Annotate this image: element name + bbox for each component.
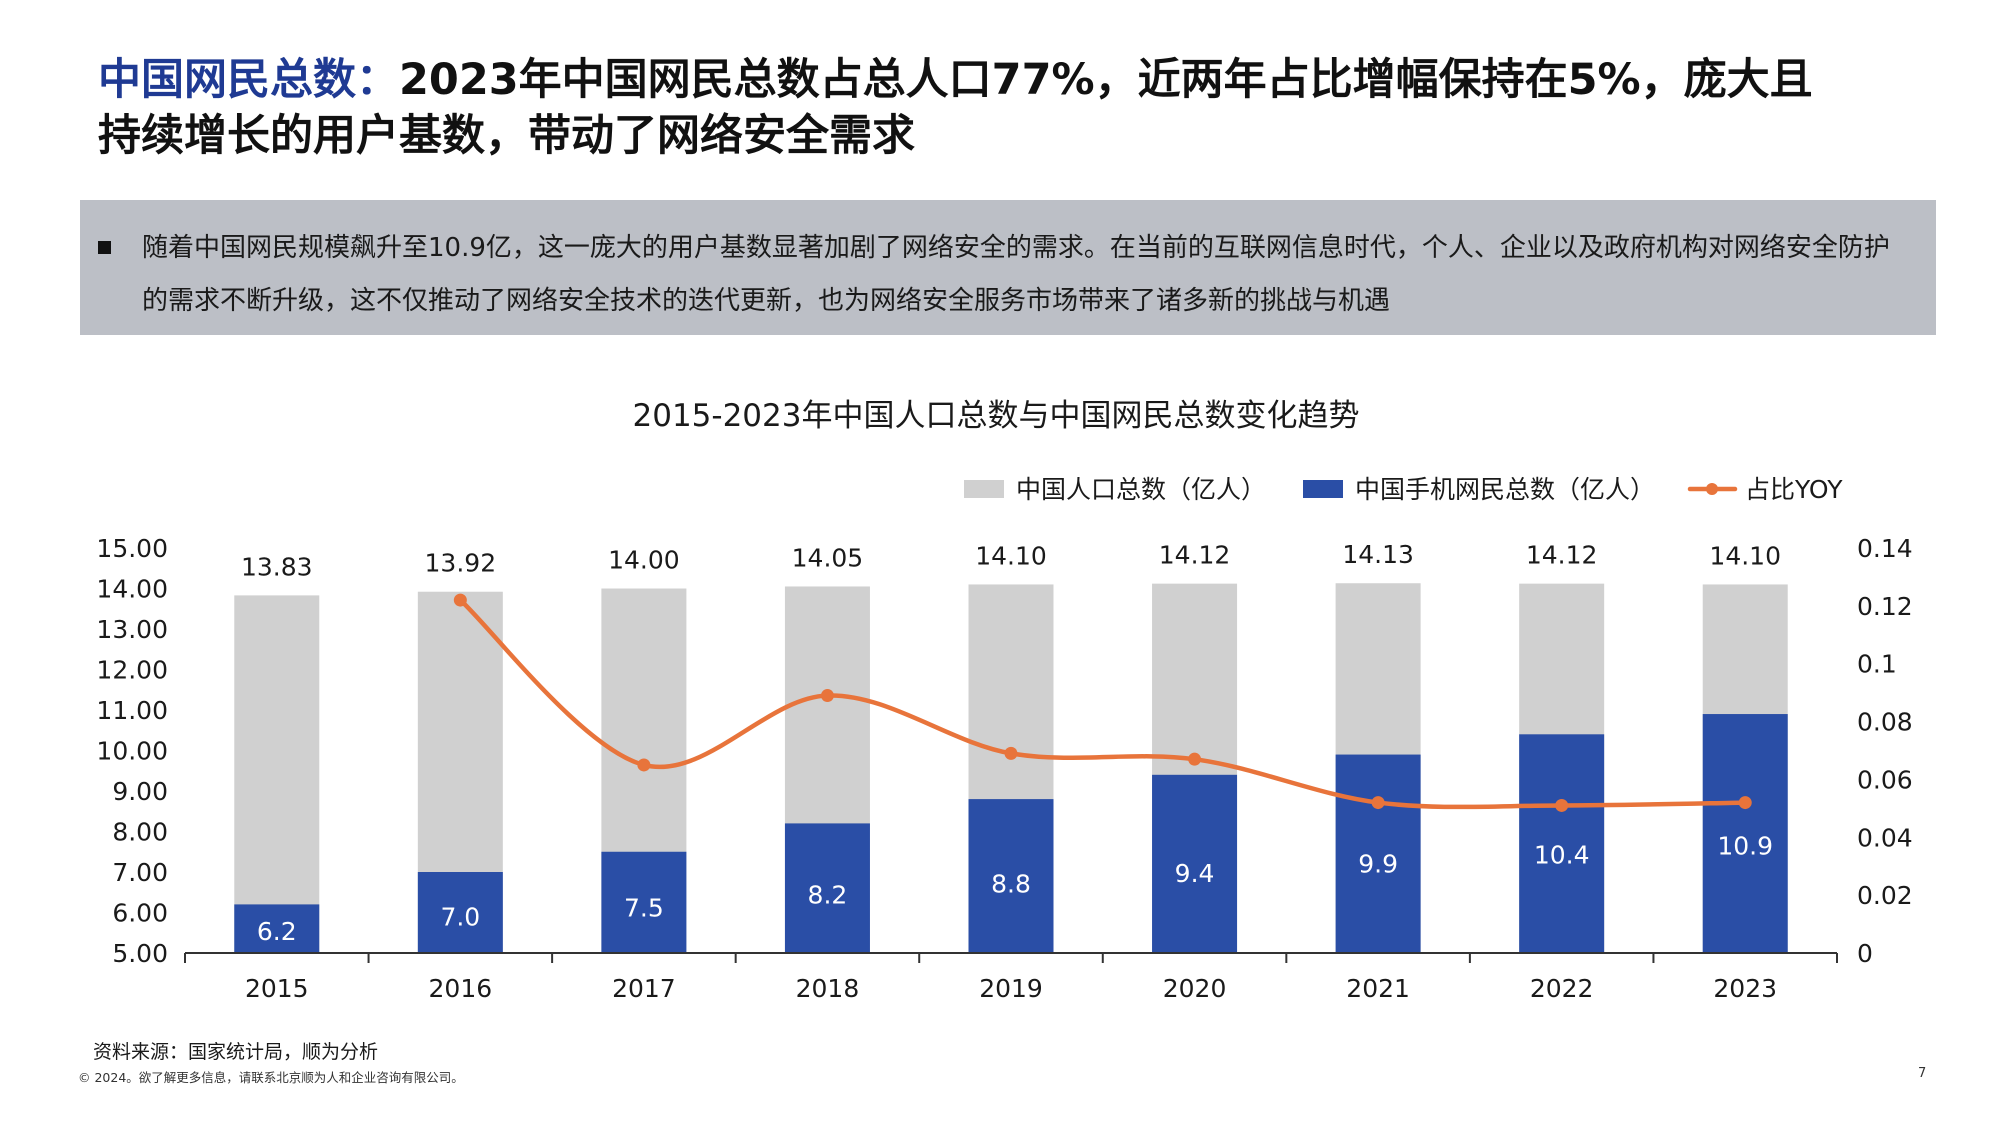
legend-label-yoy: 占比YOY	[1745, 475, 1843, 504]
label-netizens-2015: 6.2	[257, 917, 297, 946]
y-right-tick-label: 0.1	[1857, 650, 1897, 679]
summary-band: 随着中国网民规模飙升至10.9亿，这一庞大的用户基数显著加剧了网络安全的需求。在…	[80, 200, 1936, 335]
legend-label-netizens: 中国手机网民总数（亿人）	[1355, 475, 1655, 504]
y-right-tick-label: 0	[1857, 939, 1873, 968]
x-tick-label-2018: 2018	[796, 974, 860, 1003]
label-netizens-2022: 10.4	[1534, 841, 1590, 870]
label-netizens-2023: 10.9	[1717, 831, 1773, 860]
y-left-tick-label: 14.00	[96, 575, 168, 604]
legend: 中国人口总数（亿人） 中国手机网民总数（亿人） 占比YOY	[964, 475, 1843, 504]
label-population-2021: 14.13	[1342, 540, 1414, 569]
x-tick-label-2019: 2019	[979, 974, 1043, 1003]
line-series	[453, 593, 1752, 812]
bar-population-2015	[234, 595, 320, 953]
bars: 13.83 6.2 13.92 7.0 14.00 7.5 14.05 8.2 14.10 8.8…	[234, 540, 1788, 953]
y-right-tick-label: 0.12	[1857, 592, 1913, 621]
y-left-tick-label: 5.00	[112, 939, 168, 968]
yoy-point-2021	[1371, 796, 1385, 810]
label-netizens-2016: 7.0	[440, 903, 480, 932]
bar-netizens-2017	[601, 851, 687, 953]
yoy-point-2022	[1555, 798, 1569, 812]
page-number: 7	[1918, 1066, 1927, 1081]
legend-label-population: 中国人口总数（亿人）	[1016, 475, 1266, 504]
y-right-tick-label: 0.08	[1857, 708, 1913, 737]
label-population-2020: 14.12	[1159, 541, 1231, 570]
bar-netizens-2021	[1335, 754, 1421, 953]
y-right-tick-label: 0.06	[1857, 765, 1913, 794]
x-tick-label-2022: 2022	[1530, 974, 1594, 1003]
label-population-2022: 14.12	[1526, 541, 1598, 570]
label-netizens-2018: 8.2	[808, 881, 848, 910]
x-tick-label-2021: 2021	[1346, 974, 1410, 1003]
label-population-2019: 14.10	[975, 541, 1047, 570]
headline-line-1: 中国网民总数：2023年中国网民总数占总人口77%，近两年占比增幅保持在5%，庞…	[98, 52, 1938, 108]
yoy-point-2019	[1004, 746, 1018, 760]
square-bullet-icon	[98, 241, 111, 254]
label-population-2023: 14.10	[1709, 541, 1781, 570]
bar-netizens-2019	[968, 799, 1054, 953]
y-left-tick-label: 10.00	[96, 737, 168, 766]
label-population-2018: 14.05	[792, 543, 864, 572]
page-headline: 中国网民总数：2023年中国网民总数占总人口77%，近两年占比增幅保持在5%，庞…	[98, 52, 1938, 164]
y-left-tick-label: 8.00	[112, 818, 168, 847]
headline-line-1-text: 2023年中国网民总数占总人口77%，近两年占比增幅保持在5%，庞大且	[399, 55, 1813, 105]
x-tick-label-2016: 2016	[429, 974, 493, 1003]
bar-netizens-2015	[234, 904, 320, 953]
y-left-tick-label: 9.00	[112, 777, 168, 806]
headline-accent: 中国网民总数：	[98, 55, 399, 105]
bar-netizens-2023	[1702, 714, 1788, 953]
x-tick-label-2017: 2017	[612, 974, 676, 1003]
label-population-2016: 13.92	[425, 549, 497, 578]
copyright-note: © 2024。欲了解更多信息，请联系北京顺为人和企业咨询有限公司。	[78, 1070, 464, 1085]
label-population-2015: 13.83	[241, 552, 313, 581]
yoy-point-2020	[1188, 752, 1202, 766]
y-left-tick-label: 11.00	[96, 696, 168, 725]
source-note: 资料来源：国家统计局，顺为分析	[93, 1041, 379, 1063]
y-left-tick-label: 15.00	[96, 534, 168, 563]
bar-netizens-2016	[417, 872, 503, 953]
y-right-tick-label: 0.02	[1857, 881, 1913, 910]
y-left-tick-label: 12.00	[96, 656, 168, 685]
yoy-point-2017	[637, 758, 651, 772]
label-netizens-2017: 7.5	[624, 893, 664, 922]
legend-swatch-population	[964, 480, 1004, 498]
headline-line-2: 持续增长的用户基数，带动了网络安全需求	[98, 111, 915, 161]
y-left-tick-label: 6.00	[112, 899, 168, 928]
label-netizens-2019: 8.8	[991, 870, 1031, 899]
bar-netizens-2022	[1519, 734, 1605, 953]
x-tick-label-2015: 2015	[245, 974, 309, 1003]
x-tick-label-2020: 2020	[1163, 974, 1227, 1003]
label-netizens-2020: 9.4	[1175, 859, 1215, 888]
y-left-tick-label: 7.00	[112, 858, 168, 887]
legend-marker-yoy-icon	[1706, 483, 1718, 495]
legend-swatch-netizens	[1303, 480, 1343, 498]
y-right-tick-label: 0.14	[1857, 534, 1913, 563]
x-tick-label-2023: 2023	[1713, 974, 1777, 1003]
yoy-point-2018	[820, 689, 834, 703]
chart-title: 2015-2023年中国人口总数与中国网民总数变化趋势	[632, 398, 1360, 434]
y-right-tick-label: 0.04	[1857, 823, 1913, 852]
bar-netizens-2020	[1152, 774, 1238, 953]
summary-text: 随着中国网民规模飙升至10.9亿，这一庞大的用户基数显著加剧了网络安全的需求。在…	[142, 233, 1890, 316]
label-netizens-2021: 9.9	[1358, 850, 1398, 879]
chart-title-container: 2015-2023年中国人口总数与中国网民总数变化趋势	[0, 390, 2000, 435]
bar-netizens-2018	[784, 823, 870, 953]
label-population-2017: 14.00	[608, 546, 680, 575]
axes: 2015 2016 2017 2018 2019 2020 2021 2022 2023 5.00…	[96, 534, 1912, 1003]
yoy-point-2016	[453, 593, 467, 607]
y-left-tick-label: 13.00	[96, 615, 168, 644]
yoy-point-2023	[1738, 796, 1752, 810]
